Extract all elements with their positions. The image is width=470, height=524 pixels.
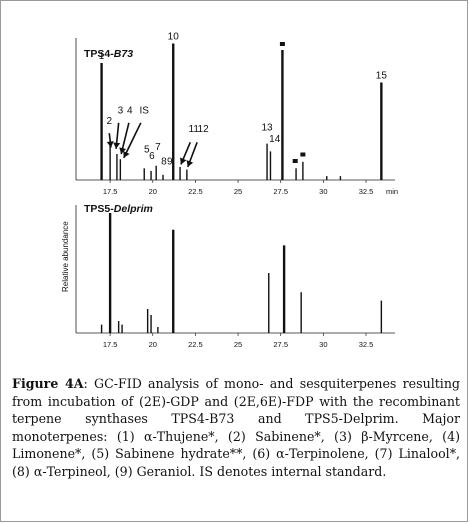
peak-label-13: 13	[261, 123, 273, 134]
peak-label-14: 14	[269, 134, 281, 145]
peak-label-6: 6	[149, 151, 155, 162]
arrow-head-4	[180, 157, 187, 165]
peak-label-0: 1	[99, 51, 105, 62]
y-axis-label: Relative abundance	[61, 221, 70, 292]
tick-label-top-6: 32.5	[359, 187, 374, 196]
peak-label-2: 3	[118, 106, 124, 117]
peak-label-11: 11	[189, 124, 200, 135]
tick-label-bottom-3: 25	[234, 340, 242, 349]
arrow-head-5	[186, 160, 194, 167]
peak-label-7: 7	[155, 142, 161, 153]
panel-top-x-ticks: 17.5 20 22.5 25 27.5 30 32.5	[103, 180, 373, 196]
panel-top-markers	[279, 42, 306, 163]
panel-top-title-plain: TPS4-	[84, 48, 114, 60]
peak-label-1: 2	[106, 116, 112, 127]
caption-label: Figure 4A	[12, 376, 84, 391]
peak-label-3: 4	[127, 106, 133, 117]
figure-caption: Figure 4A: GC-FID analysis of mono- and …	[12, 375, 460, 481]
tick-label-bottom-1: 20	[149, 340, 157, 349]
tick-label-top-4: 27.5	[273, 187, 288, 196]
panel-bottom-title-italic: Delprim	[114, 203, 153, 215]
arrow-shaft-3	[123, 122, 142, 159]
peak-marker-0	[279, 42, 285, 46]
panel-top-peaks	[100, 43, 383, 180]
tick-label-top-5: 30	[319, 187, 327, 196]
panel-bottom-peaks	[100, 213, 383, 333]
peak-marker-1	[292, 159, 298, 163]
peak-label-9: 9	[167, 156, 173, 167]
tick-label-top-3: 25	[234, 187, 242, 196]
peak-label-4: IS	[140, 106, 150, 117]
tick-label-bottom-5: 30	[319, 340, 327, 349]
arrow-head-1	[113, 142, 121, 149]
tick-label-bottom-2: 22.5	[188, 340, 203, 349]
peak-label-15: 15	[376, 71, 388, 82]
tick-label-top-0: 17.5	[103, 187, 118, 196]
panel-top-title-italic: B73	[114, 48, 133, 60]
peak-label-8: 8	[161, 156, 167, 167]
panel-top-arrows	[106, 122, 198, 168]
tick-label-bottom-4: 27.5	[273, 340, 288, 349]
peak-label-10: 10	[168, 32, 180, 43]
peak-label-12: 12	[198, 124, 210, 135]
tick-label-top-1: 20	[149, 187, 157, 196]
arrow-head-2	[119, 147, 127, 154]
panel-bottom-title: TPS5-Delprim	[84, 203, 153, 215]
tick-label-top-2: 22.5	[188, 187, 203, 196]
arrow-head-0	[106, 141, 114, 148]
panel-bottom: TPS5-Delprim 17.5 20 22.5 25 27.5 30 32.5	[75, 203, 395, 349]
tick-label-bottom-6: 32.5	[359, 340, 374, 349]
tick-label-bottom-0: 17.5	[103, 340, 118, 349]
caption-text: : GC-FID analysis of mono- and sesquiter…	[12, 376, 460, 479]
panel-top-x-unit: min	[386, 187, 398, 196]
peak-marker-2	[300, 152, 306, 157]
panel-bottom-x-ticks: 17.5 20 22.5 25 27.5 30 32.5	[103, 333, 373, 349]
panel-bottom-title-plain: TPS5-	[84, 203, 114, 215]
peak-label-5: 5	[144, 145, 150, 156]
panel-top-title: TPS4-B73	[84, 48, 133, 60]
arrow-head-3	[123, 150, 130, 158]
